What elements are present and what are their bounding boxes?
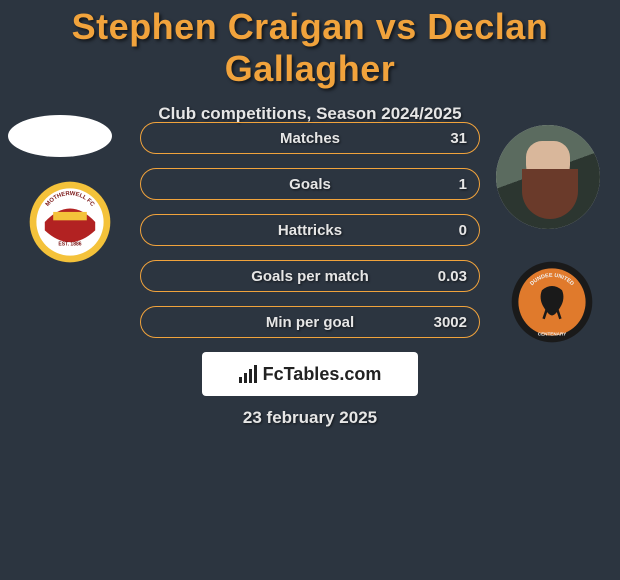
stat-right-value: 0 xyxy=(459,222,467,239)
club-crest-right: DUNDEE UNITED CENTENARY xyxy=(510,260,594,344)
footer-date: 23 february 2025 xyxy=(243,408,377,428)
stat-right-value: 31 xyxy=(450,130,467,147)
bar-chart-icon xyxy=(239,365,257,383)
crest-left-bottom-text: EST. 1886 xyxy=(58,242,81,248)
crest-band xyxy=(53,212,87,220)
club-crest-left: MOTHERWELL FC EST. 1886 xyxy=(28,180,112,264)
brand-text: FcTables.com xyxy=(263,364,382,385)
crest-lion xyxy=(541,286,564,319)
stat-row: Goals per match 0.03 xyxy=(140,260,480,292)
crest-right-bottom-text: CENTENARY xyxy=(538,332,567,337)
stat-right-value: 3002 xyxy=(434,314,467,331)
stat-label: Hattricks xyxy=(278,222,342,239)
stat-row: Min per goal 3002 xyxy=(140,306,480,338)
stat-row: Goals 1 xyxy=(140,168,480,200)
crest-left-svg: MOTHERWELL FC EST. 1886 xyxy=(28,180,112,264)
stat-row: Hattricks 0 xyxy=(140,214,480,246)
player-left-avatar-placeholder xyxy=(8,115,112,157)
crest-right-svg: DUNDEE UNITED CENTENARY xyxy=(510,260,594,344)
stats-container: Matches 31 Goals 1 Hattricks 0 Goals per… xyxy=(140,122,480,352)
brand-link[interactable]: FcTables.com xyxy=(202,352,418,396)
stat-label: Matches xyxy=(280,130,340,147)
player-right-avatar xyxy=(496,125,600,229)
page-title: Stephen Craigan vs Declan Gallagher xyxy=(0,0,620,90)
stat-label: Goals xyxy=(289,176,331,193)
comparison-card: Stephen Craigan vs Declan Gallagher Club… xyxy=(0,0,620,580)
stat-label: Min per goal xyxy=(266,314,354,331)
stat-right-value: 0.03 xyxy=(438,268,467,285)
stat-label: Goals per match xyxy=(251,268,369,285)
stat-row: Matches 31 xyxy=(140,122,480,154)
stat-right-value: 1 xyxy=(459,176,467,193)
